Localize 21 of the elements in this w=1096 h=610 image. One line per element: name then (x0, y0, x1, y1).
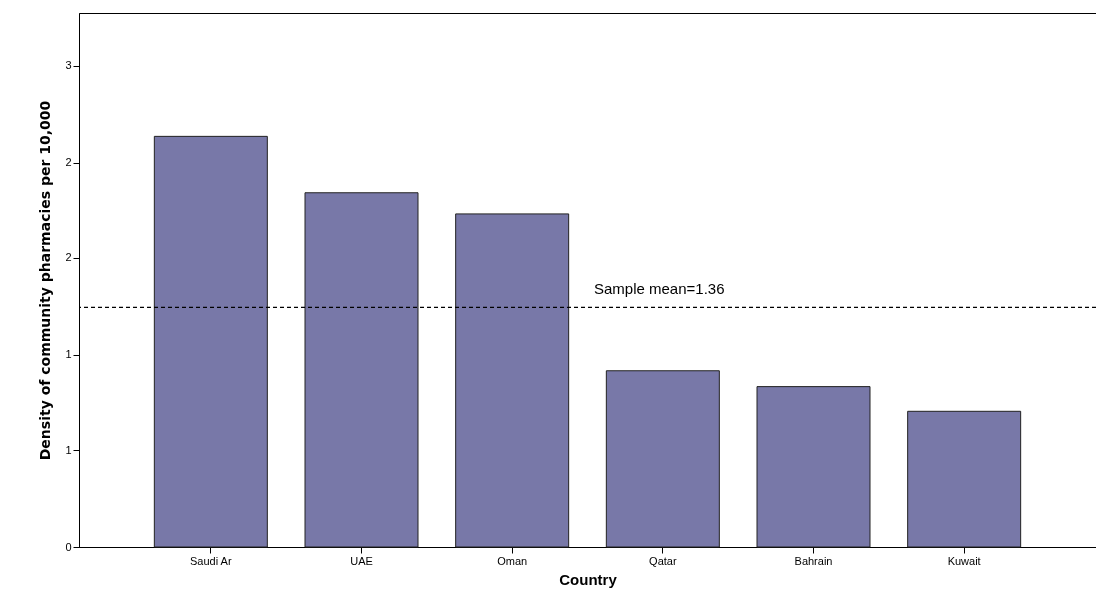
y-tick-label: 0 (65, 540, 72, 553)
bar (907, 410, 1022, 548)
y-tick-label: 2 (65, 156, 72, 169)
bar (756, 386, 871, 548)
bar (153, 135, 268, 548)
x-axis-title: Country (559, 570, 618, 588)
x-tick-label: Qatar (649, 554, 677, 567)
x-tick-label: Saudi Ar (190, 554, 232, 567)
y-tick-label: 3 (65, 59, 72, 72)
bar (605, 370, 720, 548)
y-tick-label: 2 (65, 251, 72, 264)
bar (304, 192, 419, 548)
x-tick-label: Oman (497, 554, 528, 567)
x-tick-label: Bahrain (794, 554, 833, 567)
x-tick-label: Kuwait (947, 554, 981, 567)
x-tick-label: UAE (350, 554, 373, 567)
y-axis-title: Density of community pharmacies per 10,000 (37, 100, 54, 461)
y-tick-label: 1 (65, 348, 72, 361)
ref-line-label: Sample mean=1.36 (594, 280, 725, 298)
bar (455, 213, 570, 548)
y-tick-label: 1 (65, 443, 72, 456)
